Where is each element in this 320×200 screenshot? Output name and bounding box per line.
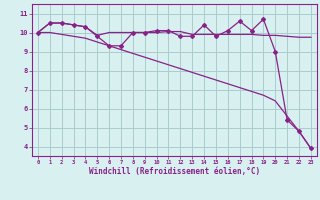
X-axis label: Windchill (Refroidissement éolien,°C): Windchill (Refroidissement éolien,°C): [89, 167, 260, 176]
